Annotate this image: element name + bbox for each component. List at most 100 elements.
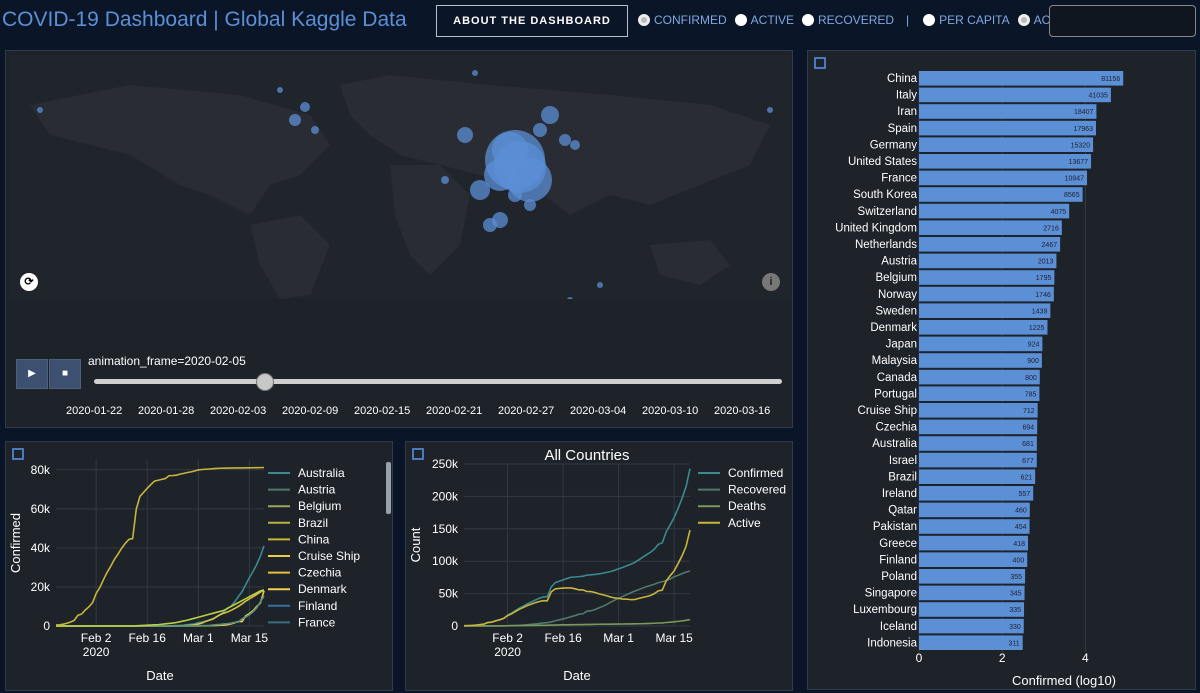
bar-value-label: 1439: [1032, 308, 1048, 315]
timeline-tick: 2020-03-16: [714, 405, 771, 417]
timeline-tick: 2020-01-22: [66, 405, 123, 417]
x-tick-label: 0: [916, 651, 923, 665]
expand-icon[interactable]: [12, 448, 24, 460]
stop-button[interactable]: ■: [49, 359, 81, 389]
case-bubble: [470, 180, 490, 200]
bar-value-label: 1225: [1029, 325, 1045, 332]
series-line: [463, 468, 691, 627]
bar-value-label: 712: [1023, 408, 1035, 415]
bar: [919, 618, 1024, 634]
y-tick-label: 250k: [432, 457, 459, 471]
bar: [919, 120, 1096, 136]
series-line: [463, 618, 691, 627]
case-bubble: [457, 127, 473, 143]
category-label: Iran: [897, 106, 917, 118]
category-label: Brazil: [888, 471, 917, 483]
radio-label: ACTIVE: [750, 13, 795, 27]
case-bubble: [524, 199, 536, 211]
legend-item: Deaths: [728, 499, 766, 513]
x-tick-label: Feb 2: [492, 631, 523, 645]
timeline-tick: 2020-02-03: [210, 405, 267, 417]
case-bubble: [508, 188, 522, 202]
y-tick-label: 60k: [31, 502, 51, 516]
category-label: Norway: [878, 289, 917, 301]
radio-confirmed[interactable]: CONFIRMED: [638, 13, 727, 27]
land-shapes: [30, 75, 770, 299]
bar-value-label: 8565: [1064, 192, 1080, 199]
about-dashboard-button[interactable]: ABOUT THE DASHBOARD: [436, 5, 628, 37]
legend-item: Confirmed: [728, 466, 783, 480]
radio-per-capita[interactable]: PER CAPITA: [923, 13, 1010, 27]
category-label: Finland: [879, 554, 917, 566]
bar: [919, 369, 1040, 385]
y-tick-label: 150k: [432, 522, 459, 536]
bar-value-label: 621: [1021, 474, 1033, 481]
series-line: [463, 570, 691, 627]
case-bubble: [484, 159, 516, 191]
x-tick-label: Mar 15: [655, 631, 693, 645]
bar-value-label: 785: [1025, 391, 1037, 398]
bar: [919, 635, 1023, 650]
category-label: Sweden: [875, 305, 917, 317]
bar: [919, 403, 1038, 418]
series-line: [55, 466, 265, 626]
confirmed-bar-chart[interactable]: 0 2 4 China 81156 Italy 41035 Iran 18407 Spain 179…: [808, 51, 1197, 691]
category-label: China: [887, 73, 918, 85]
category-label: Czechia: [875, 422, 917, 434]
category-label: Malaysia: [872, 355, 918, 367]
metric-radio-group: CONFIRMED ACTIVE RECOVERED | PER CAPITA …: [638, 13, 1089, 27]
legend-item: Czechia: [298, 566, 342, 580]
category-label: South Korea: [853, 189, 918, 201]
x-tick-label: Mar 1: [183, 631, 214, 645]
bar-value-label: 460: [1015, 508, 1027, 515]
legend-scrollbar: [386, 462, 391, 514]
timeline-tick: 2020-02-21: [426, 405, 483, 417]
header-blank-button[interactable]: [1049, 5, 1196, 37]
x-tick-label: 2020: [494, 645, 521, 659]
legend-item: Belgium: [298, 499, 341, 513]
radio-active[interactable]: ACTIVE: [734, 13, 795, 27]
info-icon[interactable]: i: [762, 273, 780, 291]
case-bubble: [533, 123, 547, 137]
plotly-logo-icon[interactable]: ⟳: [20, 273, 38, 291]
category-label: Australia: [872, 438, 917, 450]
case-bubble: [277, 87, 283, 93]
bar: [919, 469, 1036, 484]
category-label: Austria: [881, 256, 917, 268]
category-label: Portugal: [874, 388, 917, 400]
category-label: Poland: [881, 571, 917, 583]
category-label: Spain: [888, 123, 917, 135]
case-bubble: [767, 107, 773, 113]
radio-label: CONFIRMED: [654, 13, 727, 27]
x-tick-label: Feb 16: [129, 631, 167, 645]
radio-label: PER CAPITA: [939, 13, 1010, 27]
legend-item: Cruise Ship: [298, 549, 360, 563]
confirmed-bar-chart-panel: 0 2 4 China 81156 Italy 41035 Iran 18407 Spain 179…: [807, 50, 1196, 690]
slider-handle[interactable]: [256, 373, 274, 391]
radio-recovered[interactable]: RECOVERED: [802, 13, 894, 27]
expand-icon[interactable]: [814, 57, 826, 69]
category-label: Indonesia: [867, 637, 917, 649]
x-axis-label: Date: [563, 668, 590, 683]
play-button[interactable]: ▶: [16, 359, 48, 389]
case-bubble: [492, 132, 528, 168]
timeline-slider[interactable]: [94, 379, 782, 384]
country-line-chart-panel: 0 20k 40k 60k 80k Feb 2 2020 Feb 16 Mar 1 Mar 15 D…: [5, 441, 393, 691]
bar-value-label: 345: [1010, 591, 1022, 598]
bar-value-label: 1746: [1035, 292, 1051, 299]
legend-item: Finland: [298, 599, 337, 613]
timeline-tick: 2020-02-09: [282, 405, 339, 417]
y-axis-label: Confirmed: [8, 513, 23, 573]
bar: [919, 486, 1034, 501]
y-tick-label: 40k: [31, 541, 51, 555]
timeline-tick: 2020-03-10: [642, 405, 699, 417]
bar-value-label: 924: [1028, 342, 1040, 349]
world-map[interactable]: ⟳ i: [10, 55, 790, 299]
expand-icon[interactable]: [412, 448, 424, 460]
bar: [919, 220, 1062, 235]
bar: [919, 170, 1088, 186]
category-label: United Kingdom: [835, 222, 917, 234]
